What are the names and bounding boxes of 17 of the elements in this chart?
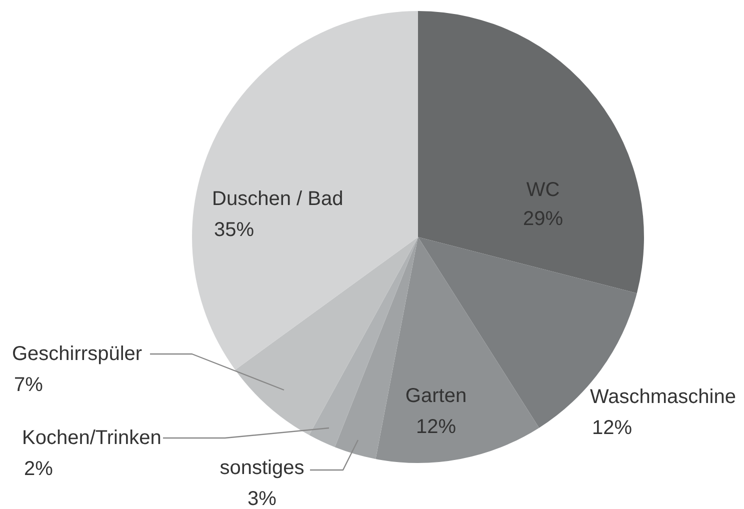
- slice-label: sonstiges: [220, 457, 304, 479]
- pie-slice: [192, 11, 418, 370]
- data-label: 29%: [522, 208, 564, 230]
- pie-slice: [376, 237, 540, 463]
- data-label: 2%: [24, 458, 54, 480]
- slice-label: Waschmaschine: [590, 386, 736, 408]
- data-label: 3%: [248, 488, 277, 509]
- data-label: 35%: [214, 219, 254, 241]
- slice-label: Garten: [405, 385, 467, 407]
- slice-label: Duschen / Bad: [212, 188, 344, 210]
- slice-label: Geschirrspüler: [12, 343, 142, 365]
- data-label: 7%: [14, 374, 44, 396]
- data-label: 12%: [592, 417, 632, 439]
- data-label: 12%: [416, 416, 456, 438]
- slice-label: WC: [526, 179, 560, 201]
- pie-slice: [418, 11, 644, 294]
- slice-label: Kochen/Trinken: [22, 427, 162, 449]
